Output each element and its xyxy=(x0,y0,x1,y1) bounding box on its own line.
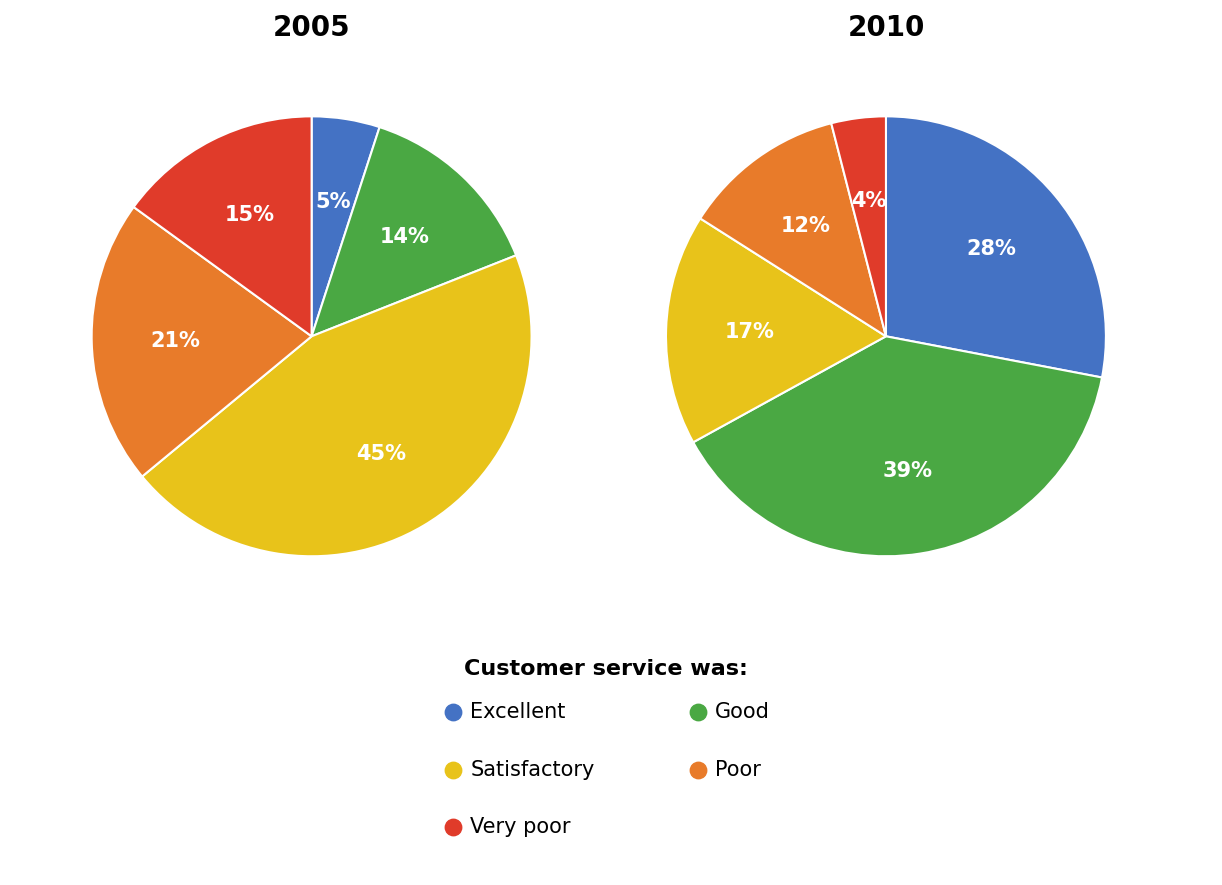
Text: Very poor: Very poor xyxy=(470,818,571,837)
Wedge shape xyxy=(666,219,886,442)
Text: Customer service was:: Customer service was: xyxy=(464,659,748,680)
Text: 45%: 45% xyxy=(356,443,406,464)
Title: 2005: 2005 xyxy=(273,14,351,42)
Point xyxy=(688,705,708,720)
Point xyxy=(444,820,463,835)
Text: Poor: Poor xyxy=(715,760,761,780)
Wedge shape xyxy=(142,256,532,557)
Wedge shape xyxy=(700,123,886,336)
Text: 12%: 12% xyxy=(781,216,831,236)
Title: 2010: 2010 xyxy=(847,14,925,42)
Wedge shape xyxy=(312,127,516,336)
Point xyxy=(688,763,708,777)
Text: 21%: 21% xyxy=(150,331,200,350)
Text: Satisfactory: Satisfactory xyxy=(470,760,595,780)
Text: 39%: 39% xyxy=(882,461,932,481)
Wedge shape xyxy=(693,336,1102,557)
Text: 4%: 4% xyxy=(852,191,886,211)
Wedge shape xyxy=(92,207,312,476)
Point xyxy=(444,763,463,777)
Text: 5%: 5% xyxy=(315,192,351,212)
Text: 15%: 15% xyxy=(225,204,275,225)
Wedge shape xyxy=(133,116,312,336)
Text: 28%: 28% xyxy=(967,239,1015,259)
Text: Excellent: Excellent xyxy=(470,703,566,722)
Wedge shape xyxy=(886,116,1106,378)
Text: 17%: 17% xyxy=(725,322,775,342)
Wedge shape xyxy=(831,116,886,336)
Text: Good: Good xyxy=(715,703,770,722)
Text: 14%: 14% xyxy=(380,227,430,247)
Point xyxy=(444,705,463,720)
Wedge shape xyxy=(312,116,380,336)
